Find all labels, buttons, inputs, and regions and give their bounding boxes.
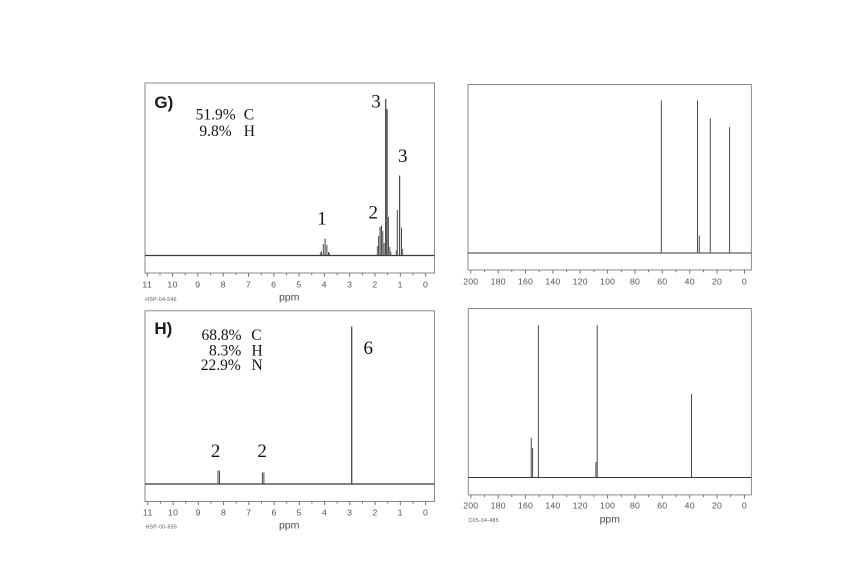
svg-text:120: 120 [573,277,588,287]
svg-text:10: 10 [168,508,178,518]
svg-text:0: 0 [742,277,747,287]
svg-text:180: 180 [491,277,506,287]
svg-text:1: 1 [317,209,327,230]
svg-text:80: 80 [630,501,640,511]
svg-text:4: 4 [322,508,327,518]
svg-text:2: 2 [372,279,377,289]
svg-text:6: 6 [271,279,276,289]
svg-text:HSP-04-546: HSP-04-546 [145,297,177,303]
svg-text:40: 40 [685,501,695,511]
svg-text:HSP-00-655: HSP-00-655 [146,525,178,531]
svg-text:0: 0 [423,508,428,518]
svg-text:140: 140 [545,277,560,287]
svg-text:7: 7 [246,279,251,289]
svg-text:80: 80 [630,277,640,287]
svg-text:N: N [252,357,263,374]
svg-text:51.9%: 51.9% [196,107,236,124]
svg-text:11: 11 [142,279,152,289]
svg-text:H: H [252,342,263,359]
svg-text:3: 3 [347,279,352,289]
svg-text:3: 3 [398,146,408,167]
svg-text:3: 3 [371,92,381,113]
svg-text:20: 20 [712,501,722,511]
svg-text:4: 4 [322,279,327,289]
svg-text:9: 9 [195,279,200,289]
svg-text:22.9%: 22.9% [201,357,241,374]
svg-text:60: 60 [657,277,667,287]
svg-text:140: 140 [545,501,560,511]
svg-text:9: 9 [196,508,201,518]
svg-text:11: 11 [143,508,153,518]
svg-text:8: 8 [221,279,226,289]
svg-text:160: 160 [518,501,533,511]
svg-text:9.8%: 9.8% [199,123,231,140]
svg-text:2: 2 [368,203,378,224]
svg-text:100: 100 [600,501,615,511]
svg-text:0: 0 [742,501,747,511]
svg-text:5: 5 [296,279,301,289]
svg-text:C: C [251,327,261,344]
svg-text:10: 10 [167,279,177,289]
svg-text:H): H) [154,319,172,338]
svg-text:8: 8 [221,508,226,518]
svg-text:160: 160 [518,277,533,287]
svg-text:20: 20 [712,277,722,287]
svg-text:ppm: ppm [600,513,621,525]
svg-text:ppm: ppm [279,519,300,531]
svg-text:3: 3 [347,508,352,518]
svg-text:C05-04-485: C05-04-485 [469,518,499,524]
svg-text:6: 6 [271,508,276,518]
svg-text:2: 2 [211,441,221,462]
svg-text:100: 100 [600,277,615,287]
svg-text:C: C [244,107,254,124]
svg-text:ppm: ppm [279,292,300,304]
svg-text:1: 1 [398,508,403,518]
svg-text:6: 6 [363,338,373,359]
svg-text:200: 200 [463,277,478,287]
svg-text:60: 60 [657,501,667,511]
svg-text:180: 180 [491,501,506,511]
svg-text:2: 2 [257,441,267,462]
svg-text:8.3%: 8.3% [209,342,241,359]
svg-text:120: 120 [573,501,588,511]
svg-text:7: 7 [246,508,251,518]
svg-text:68.8%: 68.8% [202,327,242,344]
svg-text:1: 1 [398,279,403,289]
svg-text:2: 2 [372,508,377,518]
svg-text:40: 40 [685,277,695,287]
svg-text:5: 5 [297,508,302,518]
svg-text:200: 200 [463,501,478,511]
svg-text:0: 0 [423,279,428,289]
svg-text:G): G) [154,93,173,112]
svg-text:H: H [244,123,255,140]
